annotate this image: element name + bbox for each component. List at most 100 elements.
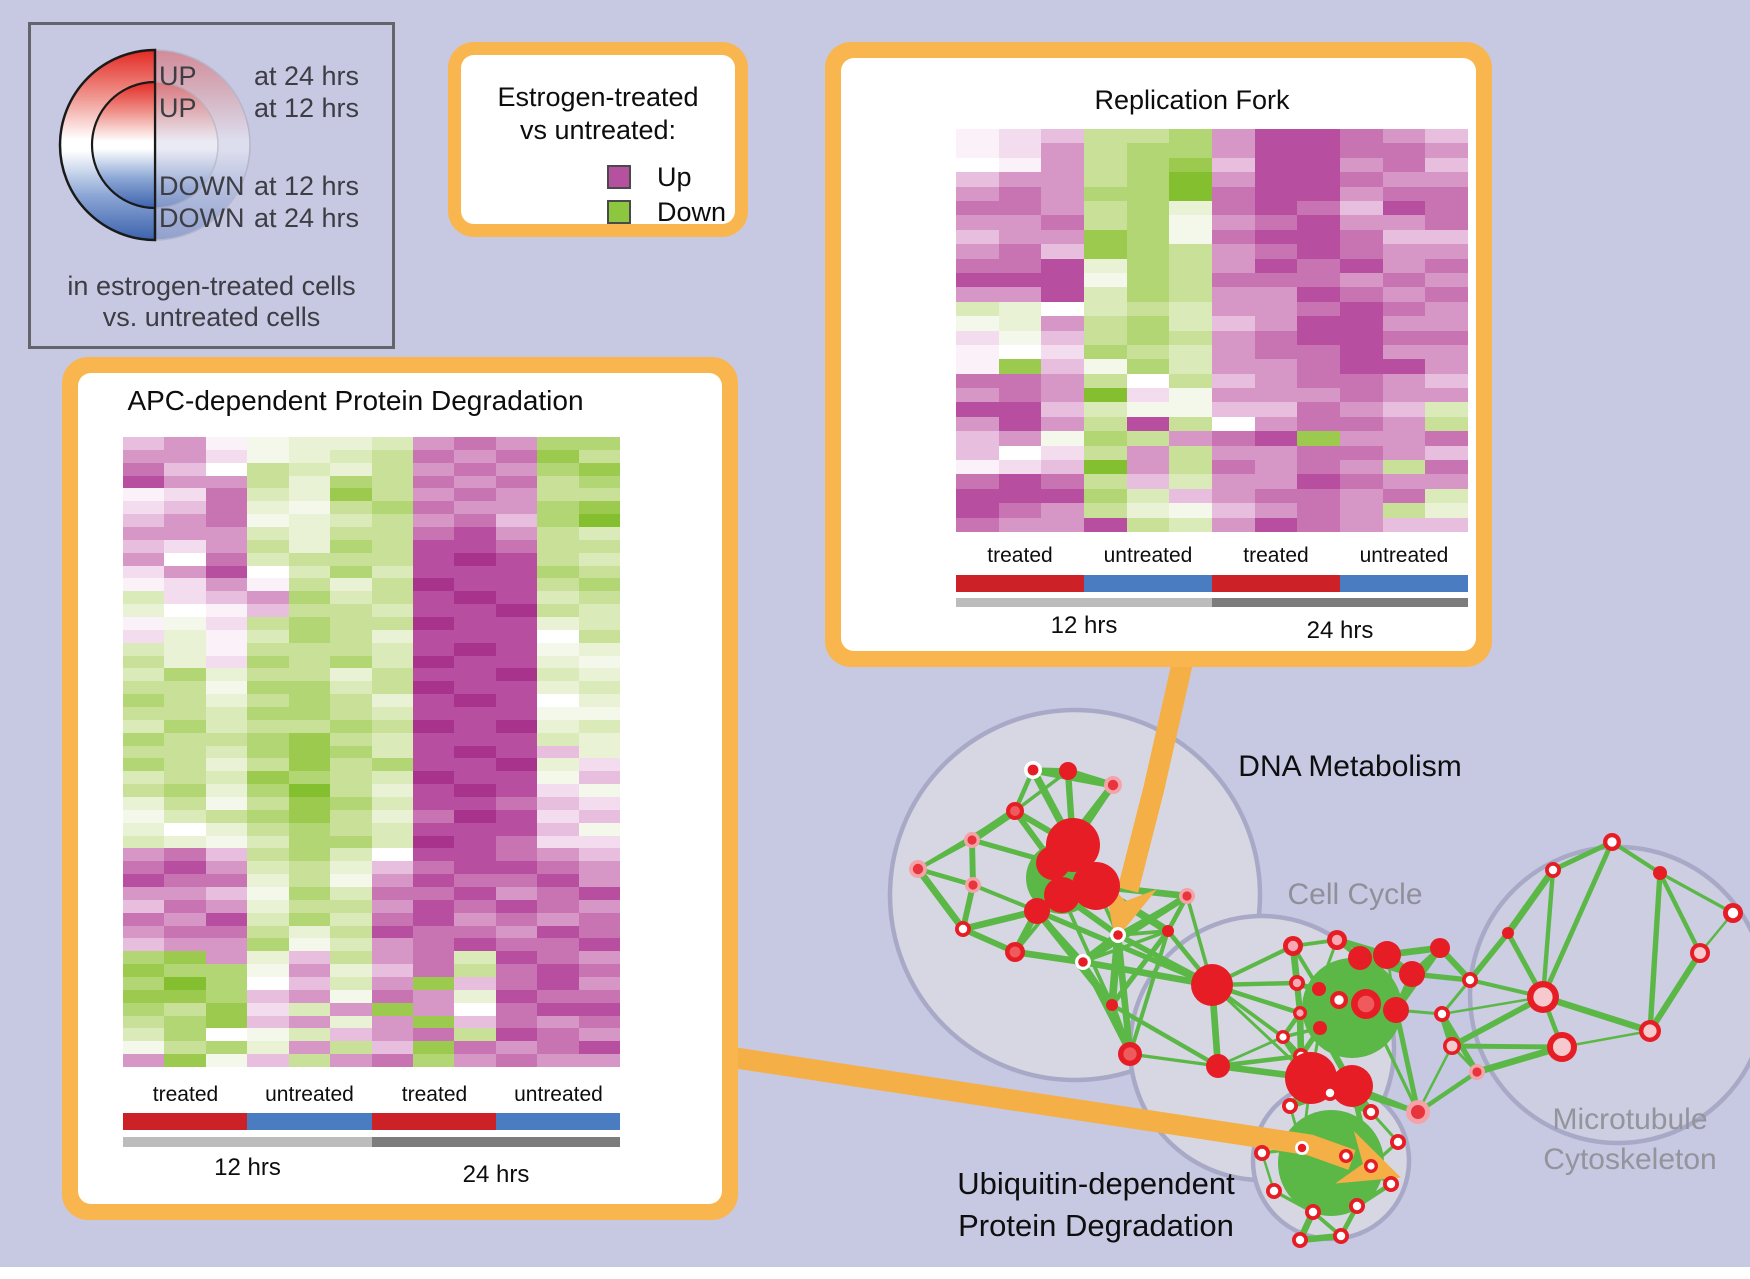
heatmap-cell: [247, 604, 289, 617]
heatmap-cell: [1254, 402, 1298, 417]
heatmap-cell: [578, 874, 620, 887]
heatmap-cell: [205, 745, 248, 759]
heatmap-cell: [1084, 474, 1127, 489]
heatmap-cell: [1084, 402, 1127, 417]
heatmap-cell: [1041, 129, 1084, 144]
heatmap-cell: [578, 796, 620, 810]
heatmap-cell: [1340, 416, 1383, 432]
heatmap-cell: [1126, 359, 1170, 374]
treated-bar: [956, 575, 1084, 592]
network-edge: [917, 866, 974, 888]
heatmap-cell: [495, 706, 538, 720]
heatmap-cell: [1041, 330, 1084, 345]
network-node: [1434, 1006, 1450, 1022]
heatmap-cell: [578, 809, 620, 823]
heatmap-cell: [1126, 157, 1170, 173]
heatmap-cell: [164, 552, 206, 566]
heatmap-cell: [495, 539, 538, 553]
heatmap-cell: [578, 745, 620, 759]
network-edge: [1551, 839, 1614, 873]
network-node: [1313, 1021, 1327, 1035]
heatmap-cell: [205, 501, 248, 515]
heatmap-cell: [495, 578, 538, 592]
heatmap-cell: [247, 1028, 289, 1042]
heatmap-cell: [164, 616, 206, 630]
heatmap-cell: [1297, 460, 1340, 475]
heatmap-cell: [1254, 157, 1298, 173]
heatmap-cell: [537, 437, 579, 450]
treated-bar: [372, 1113, 496, 1130]
heatmap-cell: [371, 771, 413, 785]
heatmap-cell: [330, 886, 372, 900]
estrogen-legend-inner: [461, 55, 735, 224]
hrs24-bar: [372, 1137, 620, 1147]
heatmap-cell: [956, 129, 999, 144]
heatmap-cell: [578, 694, 620, 707]
heatmap-cell: [123, 758, 165, 772]
heatmap-cell: [998, 143, 1042, 158]
heatmap-cell: [330, 951, 372, 965]
heatmap-cell: [537, 912, 579, 926]
heatmap-cell: [123, 539, 165, 553]
heatmap-cell: [205, 668, 248, 682]
heatmap-cell: [1425, 287, 1468, 302]
heatmap-cell: [998, 186, 1042, 201]
heatmap-cell: [123, 1002, 165, 1016]
heatmap-cell: [495, 899, 538, 913]
heatmap-cell: [288, 565, 331, 579]
heatmap-cell: [537, 989, 579, 1003]
heatmap-cell: [205, 976, 248, 990]
heatmap-cell: [288, 964, 331, 977]
heatmap-cell: [1212, 301, 1255, 317]
heatmap-cell: [1254, 258, 1298, 273]
network-node: [1179, 888, 1195, 904]
heatmap-cell: [371, 745, 413, 759]
heatmap-cell: [1425, 402, 1468, 417]
heatmap-cell: [1425, 172, 1468, 187]
heatmap-cell: [578, 951, 620, 965]
heatmap-cell: [956, 287, 999, 302]
heatmap-cell: [578, 526, 620, 540]
network-node: [1383, 997, 1409, 1023]
network-node: [1462, 972, 1478, 988]
untreated-bar: [1084, 575, 1212, 592]
heatmap-cell: [330, 591, 372, 605]
heatmap-cell: [205, 578, 248, 592]
heatmap-cell: [1425, 517, 1468, 532]
heatmap-cell: [454, 745, 496, 759]
heatmap-cell: [288, 694, 331, 707]
heatmap-cell: [330, 912, 372, 926]
heatmap-cell: [1382, 474, 1426, 489]
heatmap-cell: [495, 758, 538, 772]
heatmap-cell: [1382, 431, 1426, 446]
network-node: [1603, 833, 1621, 851]
heatmap-cell: [412, 886, 455, 900]
heatmap-cell: [123, 655, 165, 669]
heatmap-cell: [1254, 229, 1298, 245]
heatmap-cell: [1041, 445, 1084, 461]
heatmap-cell: [454, 552, 496, 566]
heatmap-cell: [1254, 143, 1298, 158]
heatmap-cell: [578, 848, 620, 862]
heatmap-cell: [1340, 244, 1383, 259]
heatmap-cell: [1041, 416, 1084, 432]
heatmap-cell: [1297, 503, 1340, 518]
heatmap-cell: [330, 822, 372, 836]
heatmap-cell: [1169, 272, 1212, 288]
heatmap-cell: [1425, 258, 1468, 273]
heatmap-cell: [1297, 258, 1340, 273]
heatmap-cell: [1382, 200, 1426, 216]
heatmap-cell: [371, 514, 413, 527]
heatmap-cell: [1254, 359, 1298, 374]
heatmap-cell: [1212, 200, 1255, 216]
heatmap-cell: [1212, 460, 1255, 475]
network-node: [1331, 1065, 1373, 1107]
heatmap-cell: [537, 655, 579, 669]
heatmap-cell: [412, 951, 455, 965]
heatmap-cell: [1212, 416, 1255, 432]
heatmap-cell: [412, 694, 455, 707]
heatmap-cell: [537, 745, 579, 759]
heatmap-cell: [247, 951, 289, 965]
heatmap-cell: [412, 578, 455, 592]
legend-dir-label: DOWN: [159, 203, 245, 233]
